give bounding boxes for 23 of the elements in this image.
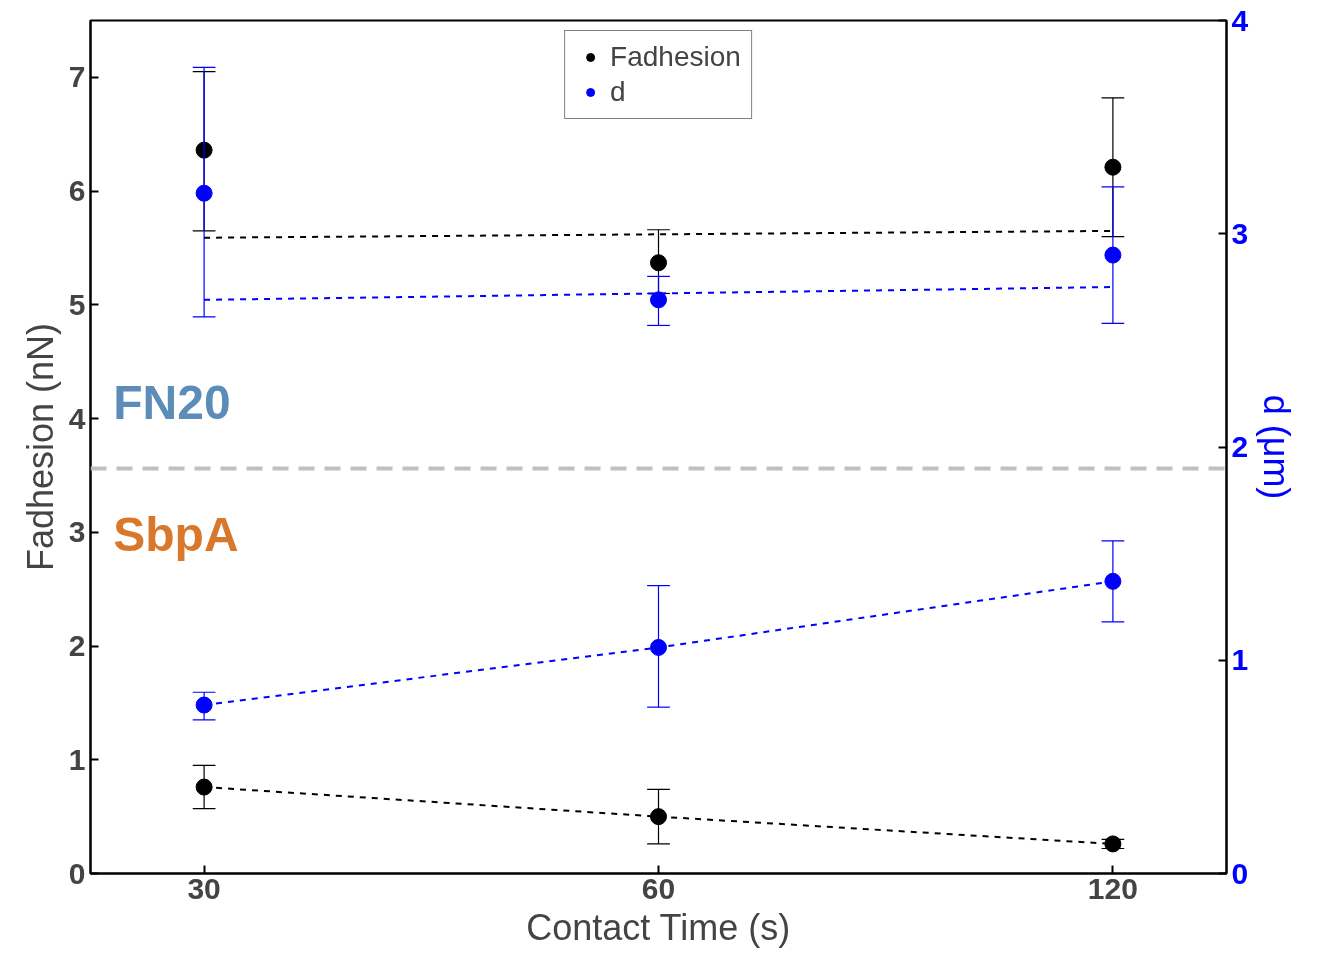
y-axis-title: Fadhesion (nN) xyxy=(19,322,61,572)
annotation: SbpA xyxy=(113,508,239,562)
y-tick-label: 4 xyxy=(68,401,86,435)
y-tick-label: 7 xyxy=(68,60,86,94)
y2-tick-label: 1 xyxy=(1231,643,1249,677)
y2-tick-label: 0 xyxy=(1231,856,1249,890)
legend-label: Fadhesion xyxy=(610,41,741,73)
annotation: FN20 xyxy=(113,375,231,429)
legend-label: d xyxy=(610,76,627,108)
y-tick-label: 2 xyxy=(68,629,86,663)
y2-axis-title: d (μm) xyxy=(1256,394,1298,500)
x-axis-title: Contact Time (s) xyxy=(526,906,791,948)
y-tick-label: 0 xyxy=(68,856,86,890)
y-tick-label: 1 xyxy=(68,742,86,776)
x-tick-label: 60 xyxy=(641,871,676,905)
y2-tick-label: 4 xyxy=(1231,3,1249,37)
y-tick-label: 5 xyxy=(68,287,86,321)
x-tick-label: 120 xyxy=(1087,871,1138,905)
y-tick-label: 6 xyxy=(68,174,86,208)
x-tick-label: 30 xyxy=(187,871,221,905)
y-tick-label: 3 xyxy=(68,515,86,549)
y2-tick-label: 2 xyxy=(1231,430,1249,463)
y2-tick-label: 3 xyxy=(1231,216,1249,250)
